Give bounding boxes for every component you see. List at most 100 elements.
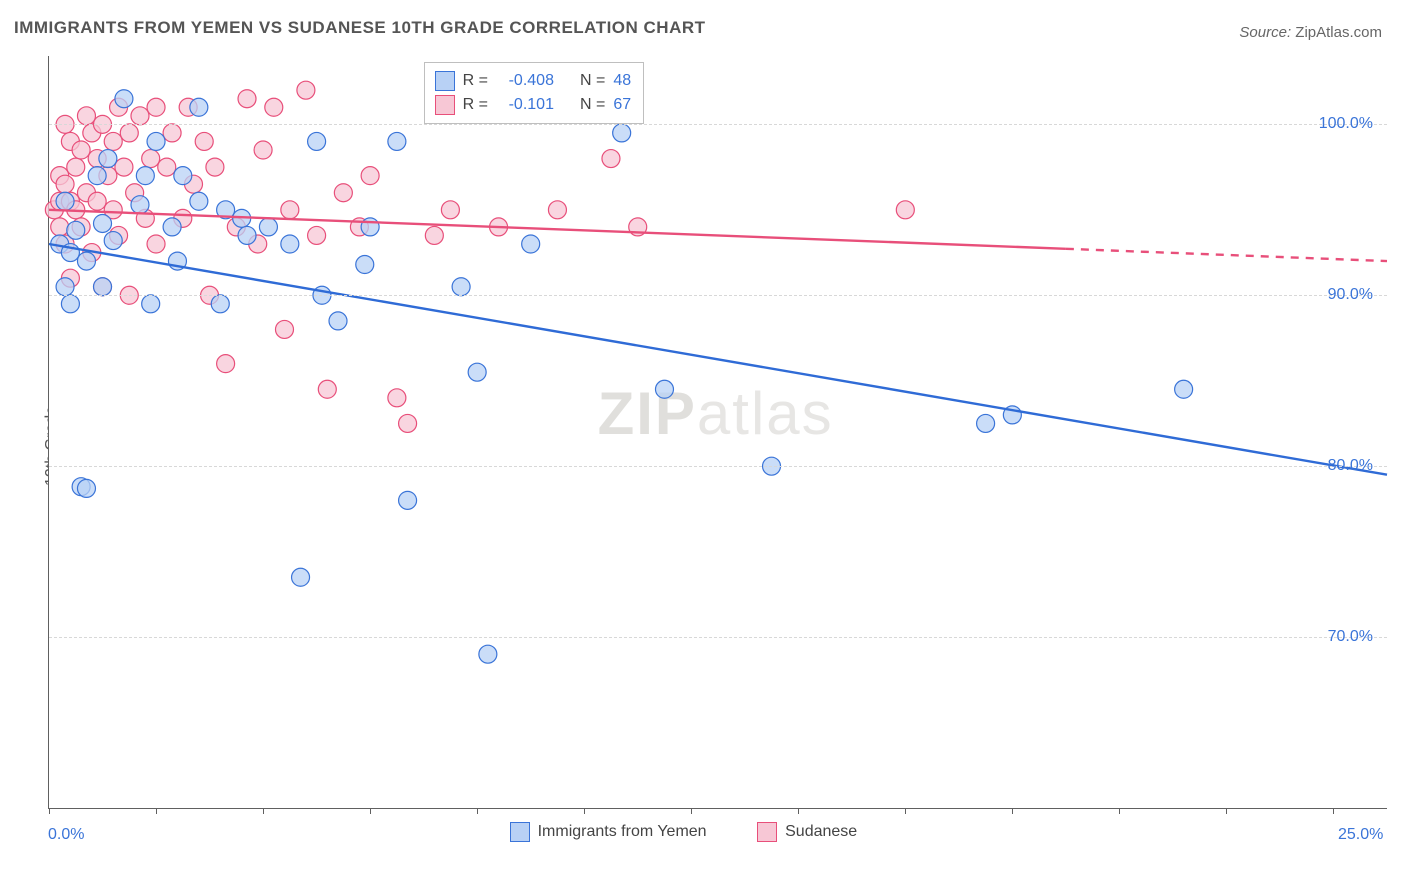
scatter-point-pink <box>254 141 272 159</box>
scatter-point-blue <box>77 479 95 497</box>
scatter-point-pink <box>217 355 235 373</box>
y-tick-label: 100.0% <box>1319 115 1373 133</box>
legend-swatch <box>435 95 455 115</box>
legend-swatch <box>435 71 455 91</box>
scatter-point-pink <box>318 380 336 398</box>
scatter-point-pink <box>56 175 74 193</box>
scatter-point-blue <box>115 90 133 108</box>
x-tick <box>798 808 799 814</box>
legend-stats-box: R =-0.408N =48R =-0.101N =67 <box>424 62 644 124</box>
x-axis-label-max: 25.0% <box>1338 826 1383 844</box>
scatter-point-pink <box>896 201 914 219</box>
source-name: ZipAtlas.com <box>1295 24 1382 41</box>
scatter-point-blue <box>190 192 208 210</box>
scatter-point-blue <box>94 278 112 296</box>
scatter-point-pink <box>51 218 69 236</box>
gridline-h <box>49 466 1387 467</box>
scatter-point-pink <box>142 150 160 168</box>
scatter-point-pink <box>441 201 459 219</box>
x-axis-label-min: 0.0% <box>48 826 84 844</box>
scatter-point-pink <box>602 150 620 168</box>
scatter-point-blue <box>388 132 406 150</box>
y-tick-label: 90.0% <box>1328 286 1373 304</box>
legend-N-value: 67 <box>613 96 631 114</box>
scatter-point-pink <box>120 124 138 142</box>
x-tick <box>1119 808 1120 814</box>
y-tick-label: 80.0% <box>1328 457 1373 475</box>
scatter-point-pink <box>77 107 95 125</box>
scatter-point-pink <box>104 132 122 150</box>
legend-swatch <box>757 822 777 842</box>
scatter-point-pink <box>147 98 165 116</box>
scatter-point-blue <box>281 235 299 253</box>
chart-title: IMMIGRANTS FROM YEMEN VS SUDANESE 10TH G… <box>14 18 706 38</box>
legend-N-value: 48 <box>613 72 631 90</box>
legend-series-2: Sudanese <box>757 822 857 842</box>
scatter-point-blue <box>361 218 379 236</box>
scatter-point-blue <box>99 150 117 168</box>
x-tick <box>1012 808 1013 814</box>
legend-stat-row: R =-0.408N =48 <box>435 69 631 93</box>
trendline-pink-dashed <box>1066 249 1387 261</box>
chart-container: IMMIGRANTS FROM YEMEN VS SUDANESE 10TH G… <box>0 0 1406 892</box>
scatter-point-pink <box>265 98 283 116</box>
scatter-point-pink <box>275 320 293 338</box>
scatter-point-pink <box>72 141 90 159</box>
scatter-point-pink <box>131 107 149 125</box>
legend-N-label: N = <box>580 72 605 90</box>
scatter-point-blue <box>77 252 95 270</box>
scatter-point-blue <box>468 363 486 381</box>
legend-swatch <box>510 822 530 842</box>
scatter-point-pink <box>158 158 176 176</box>
scatter-point-pink <box>281 201 299 219</box>
scatter-point-pink <box>195 132 213 150</box>
scatter-point-blue <box>142 295 160 313</box>
plot-area: ZIPatlas R =-0.408N =48R =-0.101N =67 10… <box>48 56 1387 809</box>
scatter-point-pink <box>238 90 256 108</box>
legend-R-label: R = <box>463 96 488 114</box>
x-tick <box>691 808 692 814</box>
scatter-point-blue <box>88 167 106 185</box>
scatter-point-blue <box>56 192 74 210</box>
scatter-point-pink <box>399 414 417 432</box>
scatter-point-pink <box>115 158 133 176</box>
scatter-point-blue <box>211 295 229 313</box>
scatter-point-blue <box>147 132 165 150</box>
x-tick <box>477 808 478 814</box>
scatter-point-blue <box>238 226 256 244</box>
legend-series-label: Immigrants from Yemen <box>538 823 707 841</box>
x-tick <box>156 808 157 814</box>
scatter-point-blue <box>655 380 673 398</box>
gridline-h <box>49 124 1387 125</box>
scatter-point-pink <box>334 184 352 202</box>
gridline-h <box>49 295 1387 296</box>
scatter-point-pink <box>163 124 181 142</box>
scatter-point-blue <box>479 645 497 663</box>
scatter-point-blue <box>613 124 631 142</box>
legend-R-value: -0.101 <box>496 96 554 114</box>
scatter-point-blue <box>131 196 149 214</box>
x-tick <box>1226 808 1227 814</box>
legend-series-1: Immigrants from Yemen <box>510 822 707 842</box>
scatter-point-blue <box>104 232 122 250</box>
x-tick <box>370 808 371 814</box>
scatter-point-blue <box>308 132 326 150</box>
scatter-point-pink <box>308 226 326 244</box>
scatter-point-blue <box>1175 380 1193 398</box>
scatter-point-blue <box>163 218 181 236</box>
scatter-point-blue <box>452 278 470 296</box>
scatter-point-blue <box>67 221 85 239</box>
x-tick <box>263 808 264 814</box>
x-tick <box>1333 808 1334 814</box>
y-tick-label: 70.0% <box>1328 628 1373 646</box>
gridline-h <box>49 637 1387 638</box>
scatter-point-blue <box>977 414 995 432</box>
scatter-point-pink <box>88 192 106 210</box>
scatter-point-blue <box>94 214 112 232</box>
x-tick <box>49 808 50 814</box>
scatter-point-pink <box>206 158 224 176</box>
scatter-point-blue <box>292 568 310 586</box>
scatter-point-blue <box>136 167 154 185</box>
scatter-point-blue <box>190 98 208 116</box>
x-tick <box>905 808 906 814</box>
